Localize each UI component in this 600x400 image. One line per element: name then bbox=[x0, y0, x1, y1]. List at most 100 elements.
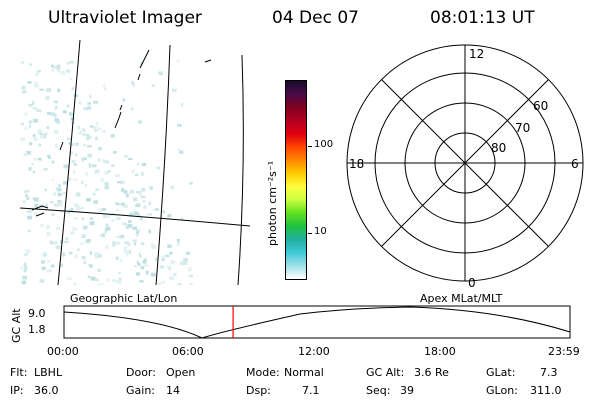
emission-speckle bbox=[112, 241, 116, 244]
emission-speckle bbox=[32, 107, 38, 110]
emission-speckle bbox=[39, 88, 45, 91]
emission-speckle bbox=[147, 213, 153, 216]
emission-speckle bbox=[43, 251, 47, 256]
emission-speckle bbox=[134, 242, 137, 246]
emission-speckle bbox=[178, 150, 184, 154]
glat-label: GLat: bbox=[486, 366, 516, 379]
emission-speckle bbox=[53, 241, 58, 245]
altitude-timeline bbox=[63, 305, 571, 339]
observation-date: 04 Dec 07 bbox=[272, 8, 359, 28]
emission-speckle bbox=[167, 214, 172, 218]
emission-speckle bbox=[60, 240, 63, 244]
emission-speckle bbox=[106, 278, 110, 282]
emission-speckle bbox=[73, 282, 77, 285]
emission-speckle bbox=[81, 217, 84, 221]
emission-speckle bbox=[93, 100, 98, 104]
emission-speckle bbox=[69, 77, 73, 81]
emission-speckle bbox=[83, 261, 86, 265]
timeline-right-title: Apex MLat/MLT bbox=[420, 292, 503, 305]
emission-speckle bbox=[80, 242, 84, 245]
emission-speckle bbox=[73, 178, 78, 181]
emission-speckle bbox=[149, 186, 153, 190]
emission-speckle bbox=[81, 234, 86, 239]
colorbar-tick-10 bbox=[308, 233, 312, 234]
emission-speckle bbox=[157, 282, 162, 285]
emission-speckle bbox=[148, 229, 152, 234]
emission-speckle bbox=[127, 224, 133, 228]
mlat-label-70: 70 bbox=[515, 121, 530, 135]
emission-speckle bbox=[87, 145, 92, 148]
emission-speckle bbox=[26, 196, 30, 200]
emission-speckle bbox=[95, 278, 99, 282]
emission-speckle bbox=[93, 192, 96, 196]
emission-speckle bbox=[21, 90, 27, 94]
emission-speckle bbox=[23, 268, 27, 273]
emission-speckle bbox=[45, 95, 50, 100]
emission-speckle bbox=[37, 129, 43, 133]
emission-speckle bbox=[63, 181, 68, 185]
emission-speckle bbox=[83, 144, 86, 147]
emission-speckle bbox=[89, 217, 94, 220]
emission-speckle bbox=[124, 241, 129, 245]
timeline-left-title: Geographic Lat/Lon bbox=[70, 292, 178, 305]
colorbar-unit-label: photon cm⁻²s⁻¹ bbox=[266, 160, 279, 246]
emission-speckle bbox=[60, 263, 63, 268]
emission-speckle bbox=[64, 240, 69, 244]
emission-speckle bbox=[71, 143, 75, 146]
emission-speckle bbox=[170, 260, 176, 265]
emission-speckle bbox=[68, 151, 74, 155]
emission-speckle bbox=[73, 217, 78, 220]
ip-label: IP: bbox=[10, 384, 24, 397]
colorbar-label-100: 100 bbox=[314, 139, 334, 150]
emission-speckle bbox=[122, 98, 126, 102]
emission-speckle bbox=[129, 189, 135, 194]
emission-speckle bbox=[128, 250, 131, 254]
emission-speckle bbox=[132, 83, 135, 87]
emission-speckle bbox=[89, 251, 92, 255]
emission-speckle bbox=[116, 209, 119, 212]
emission-speckle bbox=[54, 106, 58, 110]
emission-speckle bbox=[55, 144, 58, 148]
emission-speckle bbox=[136, 190, 141, 194]
emission-speckle bbox=[140, 217, 143, 221]
time-tick-2: 12:00 bbox=[298, 345, 330, 358]
emission-speckle bbox=[129, 212, 134, 217]
emission-speckle bbox=[53, 100, 58, 104]
door-value: Open bbox=[166, 366, 196, 379]
coastline-outline bbox=[31, 49, 212, 217]
emission-speckle bbox=[46, 126, 50, 129]
emission-speckle bbox=[132, 239, 137, 242]
emission-speckle bbox=[120, 234, 125, 239]
mlat-label-60: 60 bbox=[533, 99, 548, 113]
emission-speckle bbox=[125, 251, 129, 256]
filter-value: LBHL bbox=[34, 366, 63, 379]
emission-speckle bbox=[161, 280, 166, 284]
seq-label: Seq: bbox=[366, 384, 391, 397]
emission-speckle bbox=[71, 160, 76, 163]
emission-speckle bbox=[136, 272, 141, 276]
emission-speckle bbox=[55, 245, 61, 250]
emission-speckle bbox=[22, 275, 27, 280]
emission-speckle bbox=[72, 227, 78, 231]
emission-speckle bbox=[73, 94, 79, 97]
emission-speckle bbox=[125, 193, 129, 198]
emission-speckle bbox=[26, 210, 32, 213]
emission-speckle bbox=[29, 142, 33, 146]
emission-speckle bbox=[68, 251, 73, 255]
emission-speckle bbox=[169, 276, 174, 280]
emission-speckle bbox=[104, 229, 107, 234]
emission-speckle bbox=[117, 203, 122, 206]
emission-speckle bbox=[26, 249, 31, 254]
emission-speckle bbox=[170, 185, 174, 190]
emission-speckle bbox=[81, 255, 86, 260]
emission-speckle bbox=[123, 249, 128, 253]
emission-speckle bbox=[45, 225, 50, 229]
emission-speckle bbox=[56, 187, 62, 192]
emission-speckle bbox=[77, 125, 81, 130]
emission-speckle bbox=[139, 192, 142, 197]
emission-speckle bbox=[27, 81, 32, 84]
gc-alt-value: 3.6 Re bbox=[414, 366, 449, 379]
emission-speckle bbox=[56, 65, 61, 70]
emission-speckle bbox=[45, 203, 48, 207]
emission-speckle bbox=[124, 155, 128, 158]
